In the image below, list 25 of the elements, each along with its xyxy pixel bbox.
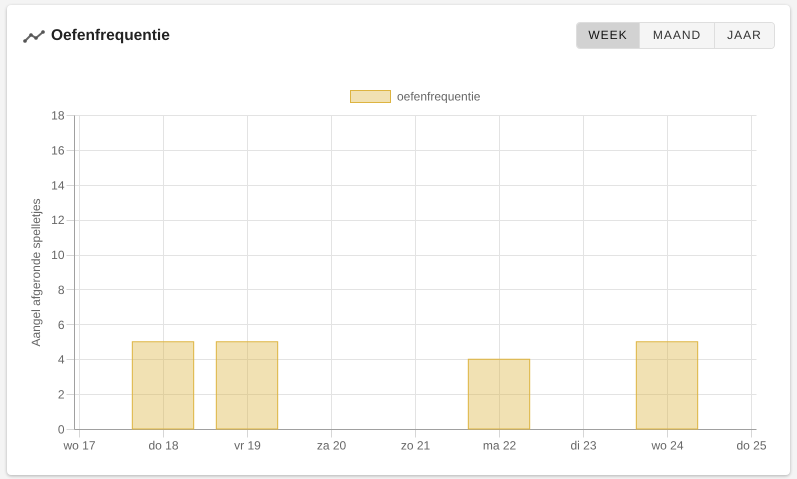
x-tick-label: vr 19 bbox=[234, 438, 262, 452]
toggle-button: MAAND bbox=[639, 23, 714, 48]
y-tick-label: 6 bbox=[58, 318, 65, 332]
x-tick-label: za 20 bbox=[316, 438, 346, 452]
toggle-button: WEEK bbox=[577, 23, 639, 48]
x-tick-label: di 23 bbox=[570, 438, 597, 452]
legend-label: oefenfrequentie bbox=[397, 90, 481, 104]
chart-title: Oefenfrequentie bbox=[51, 27, 170, 45]
y-tick-label: 8 bbox=[58, 282, 65, 297]
x-tick-label: wo 24 bbox=[650, 438, 684, 452]
y-tick-label: 12 bbox=[51, 213, 65, 228]
y-tick-label: 18 bbox=[51, 108, 65, 122]
x-tick-label: do 18 bbox=[148, 438, 179, 452]
y-tick-label: 0 bbox=[58, 422, 65, 436]
y-axis-title: Aangel afgeronde spelletjes bbox=[29, 198, 44, 347]
y-tick-label: 4 bbox=[58, 352, 65, 367]
y-tick-label: 10 bbox=[51, 248, 65, 262]
y-tick-label: 14 bbox=[51, 178, 65, 192]
y-tick-label: 2 bbox=[58, 388, 65, 402]
x-tick-label: do 25 bbox=[736, 438, 767, 452]
x-tick-label: zo 21 bbox=[400, 438, 430, 452]
y-tick-label: 16 bbox=[51, 143, 65, 158]
x-tick-label: wo 17 bbox=[62, 438, 96, 452]
toggle-button: JAAR bbox=[714, 23, 774, 48]
x-tick-label: ma 22 bbox=[482, 438, 516, 452]
